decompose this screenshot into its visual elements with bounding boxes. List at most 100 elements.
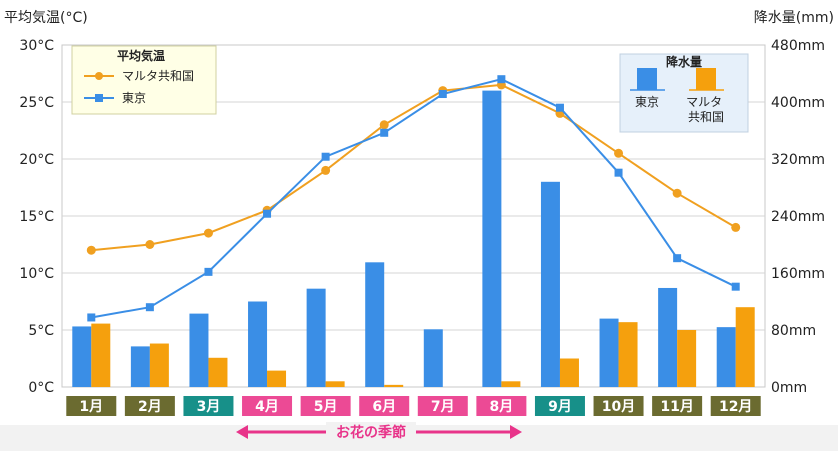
precipitation-bars [72,90,755,387]
point-tokyo-temp [204,267,213,276]
point-malta-temp [731,222,741,232]
left-tick-label: 15°C [19,209,54,225]
season-arrow-right [510,425,522,439]
legend-label-tokyo-temp: 東京 [122,91,146,105]
left-tick-label: 10°C [19,266,54,282]
left-axis-ticks: 0°C 5°C 10°C 15°C 20°C 25°C 30°C [19,38,54,396]
legend-swatch-tokyo [637,68,657,90]
bar-tokyo-precip [130,346,150,387]
month-label: 3月 [197,399,221,415]
right-tick-label: 80mm [771,323,816,339]
point-tokyo-temp [87,313,96,322]
month-label: 7月 [431,399,455,415]
right-tick-label: 320mm [771,152,825,168]
point-malta-temp [203,228,213,238]
left-tick-label: 20°C [19,152,54,168]
month-badge [66,396,117,416]
point-tokyo-temp [321,152,330,161]
bar-tokyo-precip [658,287,678,387]
month-label: 1月 [79,399,103,415]
point-tokyo-temp [438,90,447,99]
point-tokyo-temp [263,209,272,218]
bar-tokyo-precip [423,329,443,387]
temperature-lines [86,75,741,322]
bar-tokyo-precip [540,181,560,387]
bar-tokyo-precip [306,288,326,387]
right-tick-label: 480mm [771,38,825,54]
bar-malta-precip [325,381,345,387]
month-label: 11月 [660,399,693,415]
point-malta-temp [321,165,331,175]
month-badge [300,396,351,416]
point-malta-temp [379,120,389,130]
bar-malta-precip [559,358,579,387]
month-label: 8月 [490,399,514,415]
legend-marker-malta [95,72,103,80]
month-label: 9月 [548,399,572,415]
right-tick-label: 400mm [771,95,825,111]
left-tick-label: 0°C [28,380,54,396]
flower-season-annotation: お花の季節 [236,422,522,442]
point-tokyo-temp [555,103,564,112]
month-badge [417,396,468,416]
temperature-legend-title: 平均気温 [117,48,165,63]
right-tick-label: 160mm [771,266,825,282]
line-malta-temp [91,83,737,252]
month-labels: 1月 2月 3月 4月 5月 6月 7月 8月 9月 10月 11月 12月 [66,396,761,416]
bar-tokyo-precip [716,327,736,387]
month-label: 2月 [138,399,162,415]
point-tokyo-temp [380,128,389,137]
line-tokyo-temp [91,78,737,319]
month-badge [534,396,585,416]
bar-malta-precip [208,357,228,387]
point-malta-temp [145,240,155,249]
bar-tokyo-precip [365,262,385,387]
legend-label-malta-temp: マルタ共和国 [122,69,194,83]
month-badge [359,396,410,416]
point-tokyo-temp [497,75,506,84]
month-badge [183,396,234,416]
month-label: 12月 [719,399,752,415]
bar-tokyo-precip [72,326,92,387]
bar-malta-precip [677,330,697,387]
left-tick-label: 5°C [28,323,54,339]
right-axis-title: 降水量(mm) [754,10,834,26]
month-badge [242,396,293,416]
month-badge [476,396,527,416]
bar-malta-precip [267,370,287,387]
bar-tokyo-precip [248,301,268,387]
month-badge [593,396,644,416]
season-arrow-left [236,425,248,439]
right-tick-label: 240mm [771,209,825,225]
point-malta-temp [672,188,682,198]
legend-swatch-malta [696,68,716,90]
right-tick-label: 0mm [771,380,807,396]
bar-malta-precip [91,323,111,387]
bar-malta-precip [149,343,169,387]
month-label: 5月 [314,399,338,415]
month-badge [710,396,761,416]
bar-malta-precip [618,322,638,387]
bar-malta-precip [501,381,521,387]
point-tokyo-temp [145,303,154,312]
bottom-band [0,425,838,451]
precipitation-legend: 降水量 東京 マルタ 共和国 [619,53,749,133]
point-malta-temp [86,245,96,255]
temperature-legend: 平均気温 マルタ共和国 東京 [71,45,217,115]
legend-marker-tokyo [95,94,103,102]
season-label: お花の季節 [336,424,406,441]
precipitation-legend-title: 降水量 [666,54,702,69]
bar-tokyo-precip [599,318,619,387]
point-tokyo-temp [731,282,740,291]
bar-malta-precip [735,307,755,387]
month-label: 4月 [255,399,279,415]
point-malta-temp [614,148,624,158]
left-tick-label: 30°C [19,38,54,54]
right-axis-ticks: 0mm 80mm 160mm 240mm 320mm 400mm 480mm [771,38,825,396]
point-tokyo-temp [614,168,623,177]
month-badge [124,396,175,416]
month-label: 6月 [372,399,396,415]
left-tick-label: 25°C [19,95,54,111]
month-label: 10月 [602,399,635,415]
